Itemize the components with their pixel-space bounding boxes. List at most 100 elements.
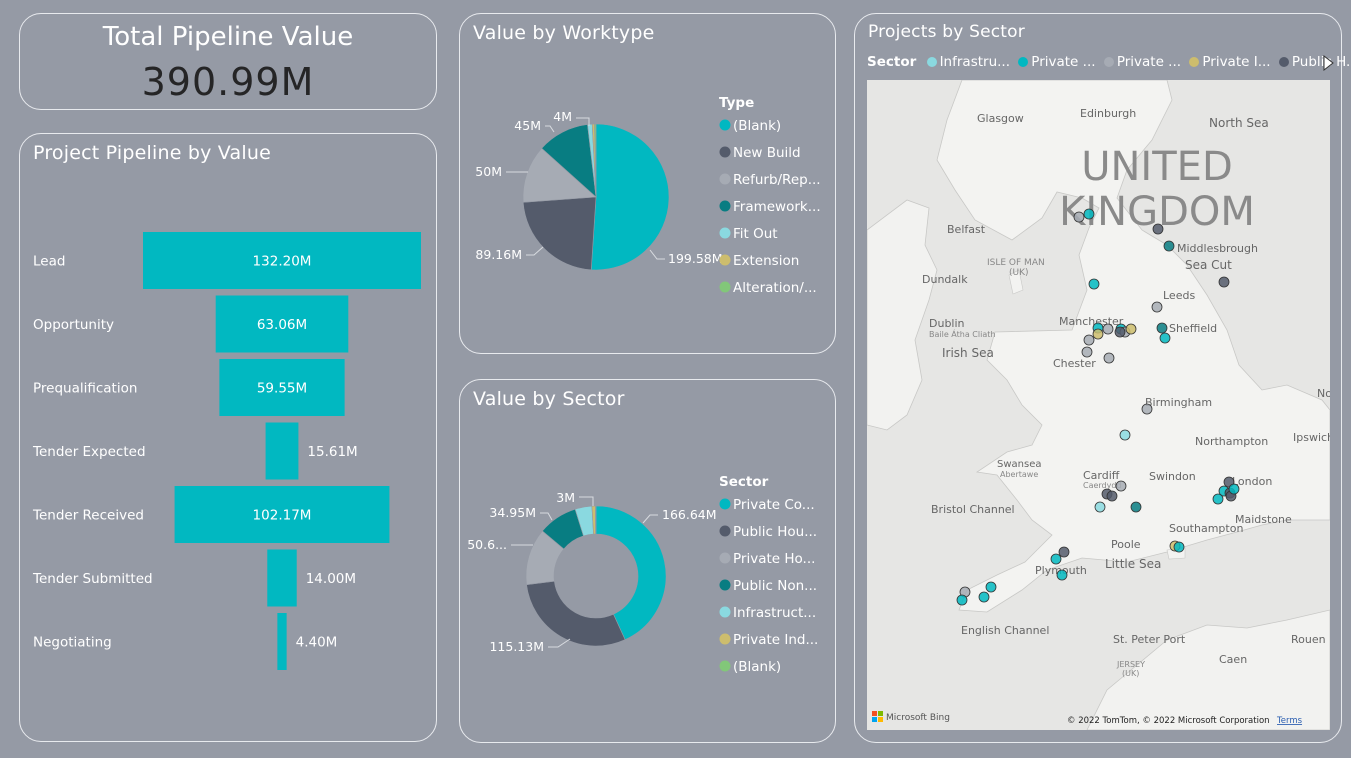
map-project-marker[interactable] (1156, 322, 1168, 334)
legend-item[interactable]: (Blank) (733, 659, 781, 675)
map-project-marker[interactable] (1130, 501, 1142, 513)
funnel-value-label: 132.20M (253, 254, 312, 270)
map-project-marker[interactable] (1094, 501, 1106, 513)
sector-card[interactable]: Value by Sector 166.64M 115.13M 50.6... 34.… (459, 379, 836, 743)
pie-slice[interactable] (522, 196, 597, 271)
funnel-bar[interactable] (174, 486, 390, 543)
map-project-marker[interactable] (1102, 323, 1114, 335)
funnel-card[interactable]: Project Pipeline by Value Lead 132.20M Opp… (19, 133, 437, 742)
legend-item[interactable]: Public Non... (733, 578, 817, 594)
worktype-card[interactable]: Value by Worktype 199.58M 89.16M 50M 45M 4M T… (459, 13, 836, 354)
map-project-marker[interactable] (1092, 328, 1104, 340)
legend-item[interactable]: Alteration/... (733, 280, 817, 296)
pie-slice[interactable] (590, 123, 670, 271)
map-project-marker[interactable] (1114, 326, 1126, 338)
pie-leader-line (642, 514, 658, 524)
worktype-title: Value by Worktype (473, 22, 655, 44)
map-label: Little Sea (1105, 557, 1161, 571)
map-project-marker[interactable] (1218, 276, 1230, 288)
map-project-marker[interactable] (1125, 323, 1137, 335)
legend-item[interactable]: Framework... (733, 199, 821, 215)
pie-slice[interactable] (526, 580, 626, 647)
funnel-bar[interactable] (215, 295, 349, 353)
map-label: Birmingham (1145, 396, 1212, 409)
map-project-marker[interactable] (1228, 483, 1240, 495)
pie-data-label: 115.13M (489, 639, 544, 654)
map-project-marker[interactable] (1212, 493, 1224, 505)
map-project-marker[interactable] (985, 581, 997, 593)
legend-item[interactable]: Refurb/Rep... (733, 172, 821, 188)
legend-dot-icon (719, 227, 731, 239)
legend-item[interactable]: Fit Out (733, 226, 778, 242)
legend-item[interactable]: Private Co... (733, 497, 815, 513)
map-project-marker[interactable] (1119, 429, 1131, 441)
map-project-marker[interactable] (1152, 223, 1164, 235)
worktype-pie-chart[interactable]: 199.58M 89.16M 50M 45M 4M Type (Blank) New Buil… (460, 14, 835, 353)
map-project-marker[interactable] (1159, 332, 1171, 344)
pie-slice[interactable] (522, 147, 597, 203)
pie-slice[interactable] (594, 123, 597, 198)
map-label: ISLE OF MAN (987, 258, 1045, 268)
map-project-marker[interactable] (1058, 546, 1070, 558)
funnel-value-label: 102.17M (253, 508, 312, 524)
legend-item[interactable]: Private Ho... (733, 551, 815, 567)
map-legend-item[interactable]: Private ... (1018, 54, 1096, 70)
map-project-marker[interactable] (1081, 346, 1093, 358)
pie-data-label: 34.95M (489, 505, 536, 520)
funnel-bar[interactable] (277, 613, 287, 670)
map-legend-title: Sector (867, 54, 917, 70)
legend-item[interactable]: Extension (733, 253, 799, 269)
funnel-bar[interactable] (267, 549, 297, 607)
map-legend-item[interactable]: Private ... (1103, 54, 1181, 70)
pie-slice[interactable] (595, 505, 597, 535)
map-label: Glasgow (977, 112, 1024, 125)
pie-data-label: 166.64M (662, 507, 717, 522)
map-project-marker[interactable] (1106, 490, 1118, 502)
microsoft-bing-logo-icon (872, 711, 883, 722)
map-label: UNITED (1081, 144, 1233, 190)
map-project-marker[interactable] (1050, 553, 1062, 565)
pie-data-label: 45M (514, 118, 541, 133)
map-project-marker[interactable] (1083, 208, 1095, 220)
sector-donut-chart[interactable]: 166.64M 115.13M 50.6... 34.95M 3M Sector Priva… (460, 380, 835, 742)
map-legend-item[interactable]: Infrastru... (926, 54, 1010, 70)
legend-next-arrow-icon[interactable] (1322, 55, 1334, 71)
terms-link[interactable]: Terms (1276, 716, 1303, 726)
map-legend-item[interactable]: Private I... (1189, 54, 1271, 70)
map-project-marker[interactable] (978, 591, 990, 603)
map-project-marker[interactable] (1056, 569, 1068, 581)
pie-leader-line (540, 512, 553, 521)
legend-item[interactable]: (Blank) (733, 118, 781, 134)
map-project-marker[interactable] (1083, 334, 1095, 346)
map-project-marker[interactable] (1151, 301, 1163, 313)
map-label: Swindon (1149, 470, 1196, 483)
map-legend-item[interactable]: Public H... (1278, 54, 1351, 70)
map-project-marker[interactable] (1103, 352, 1115, 364)
funnel-bar[interactable] (219, 359, 345, 416)
map-project-marker[interactable] (1115, 480, 1127, 492)
map-area[interactable]: UNITED KINGDOM Glasgow Edinburgh North S… (867, 80, 1330, 730)
pie-leader-line (545, 125, 555, 133)
map-project-marker[interactable] (1163, 240, 1175, 252)
map-project-marker[interactable] (1088, 278, 1100, 290)
uk-map[interactable]: UNITED KINGDOM Glasgow Edinburgh North S… (867, 80, 1330, 730)
legend-dot-icon (719, 281, 731, 293)
pie-data-label: 199.58M (668, 251, 723, 266)
kpi-card[interactable]: Total Pipeline Value 390.99M (19, 13, 437, 110)
map-project-marker[interactable] (1141, 403, 1153, 415)
pie-slice[interactable] (595, 505, 667, 641)
map-label: London (1232, 475, 1272, 488)
legend-dot-icon (719, 146, 731, 158)
map-project-marker[interactable] (956, 594, 968, 606)
map-project-marker[interactable] (1173, 541, 1185, 553)
map-project-marker[interactable] (1073, 211, 1085, 223)
pie-data-label: 50M (475, 164, 502, 179)
funnel-bar[interactable] (143, 232, 421, 289)
funnel-chart[interactable]: Lead 132.20M Opportunity 63.06M Prequalifica… (20, 134, 436, 741)
legend-item[interactable]: Private Ind... (733, 632, 818, 648)
funnel-bar[interactable] (265, 422, 299, 480)
legend-item[interactable]: Infrastruct... (733, 605, 816, 621)
map-card[interactable]: Projects by Sector Sector Infrastru... P… (854, 13, 1351, 743)
legend-item[interactable]: New Build (733, 145, 801, 161)
legend-item[interactable]: Public Hou... (733, 524, 817, 540)
